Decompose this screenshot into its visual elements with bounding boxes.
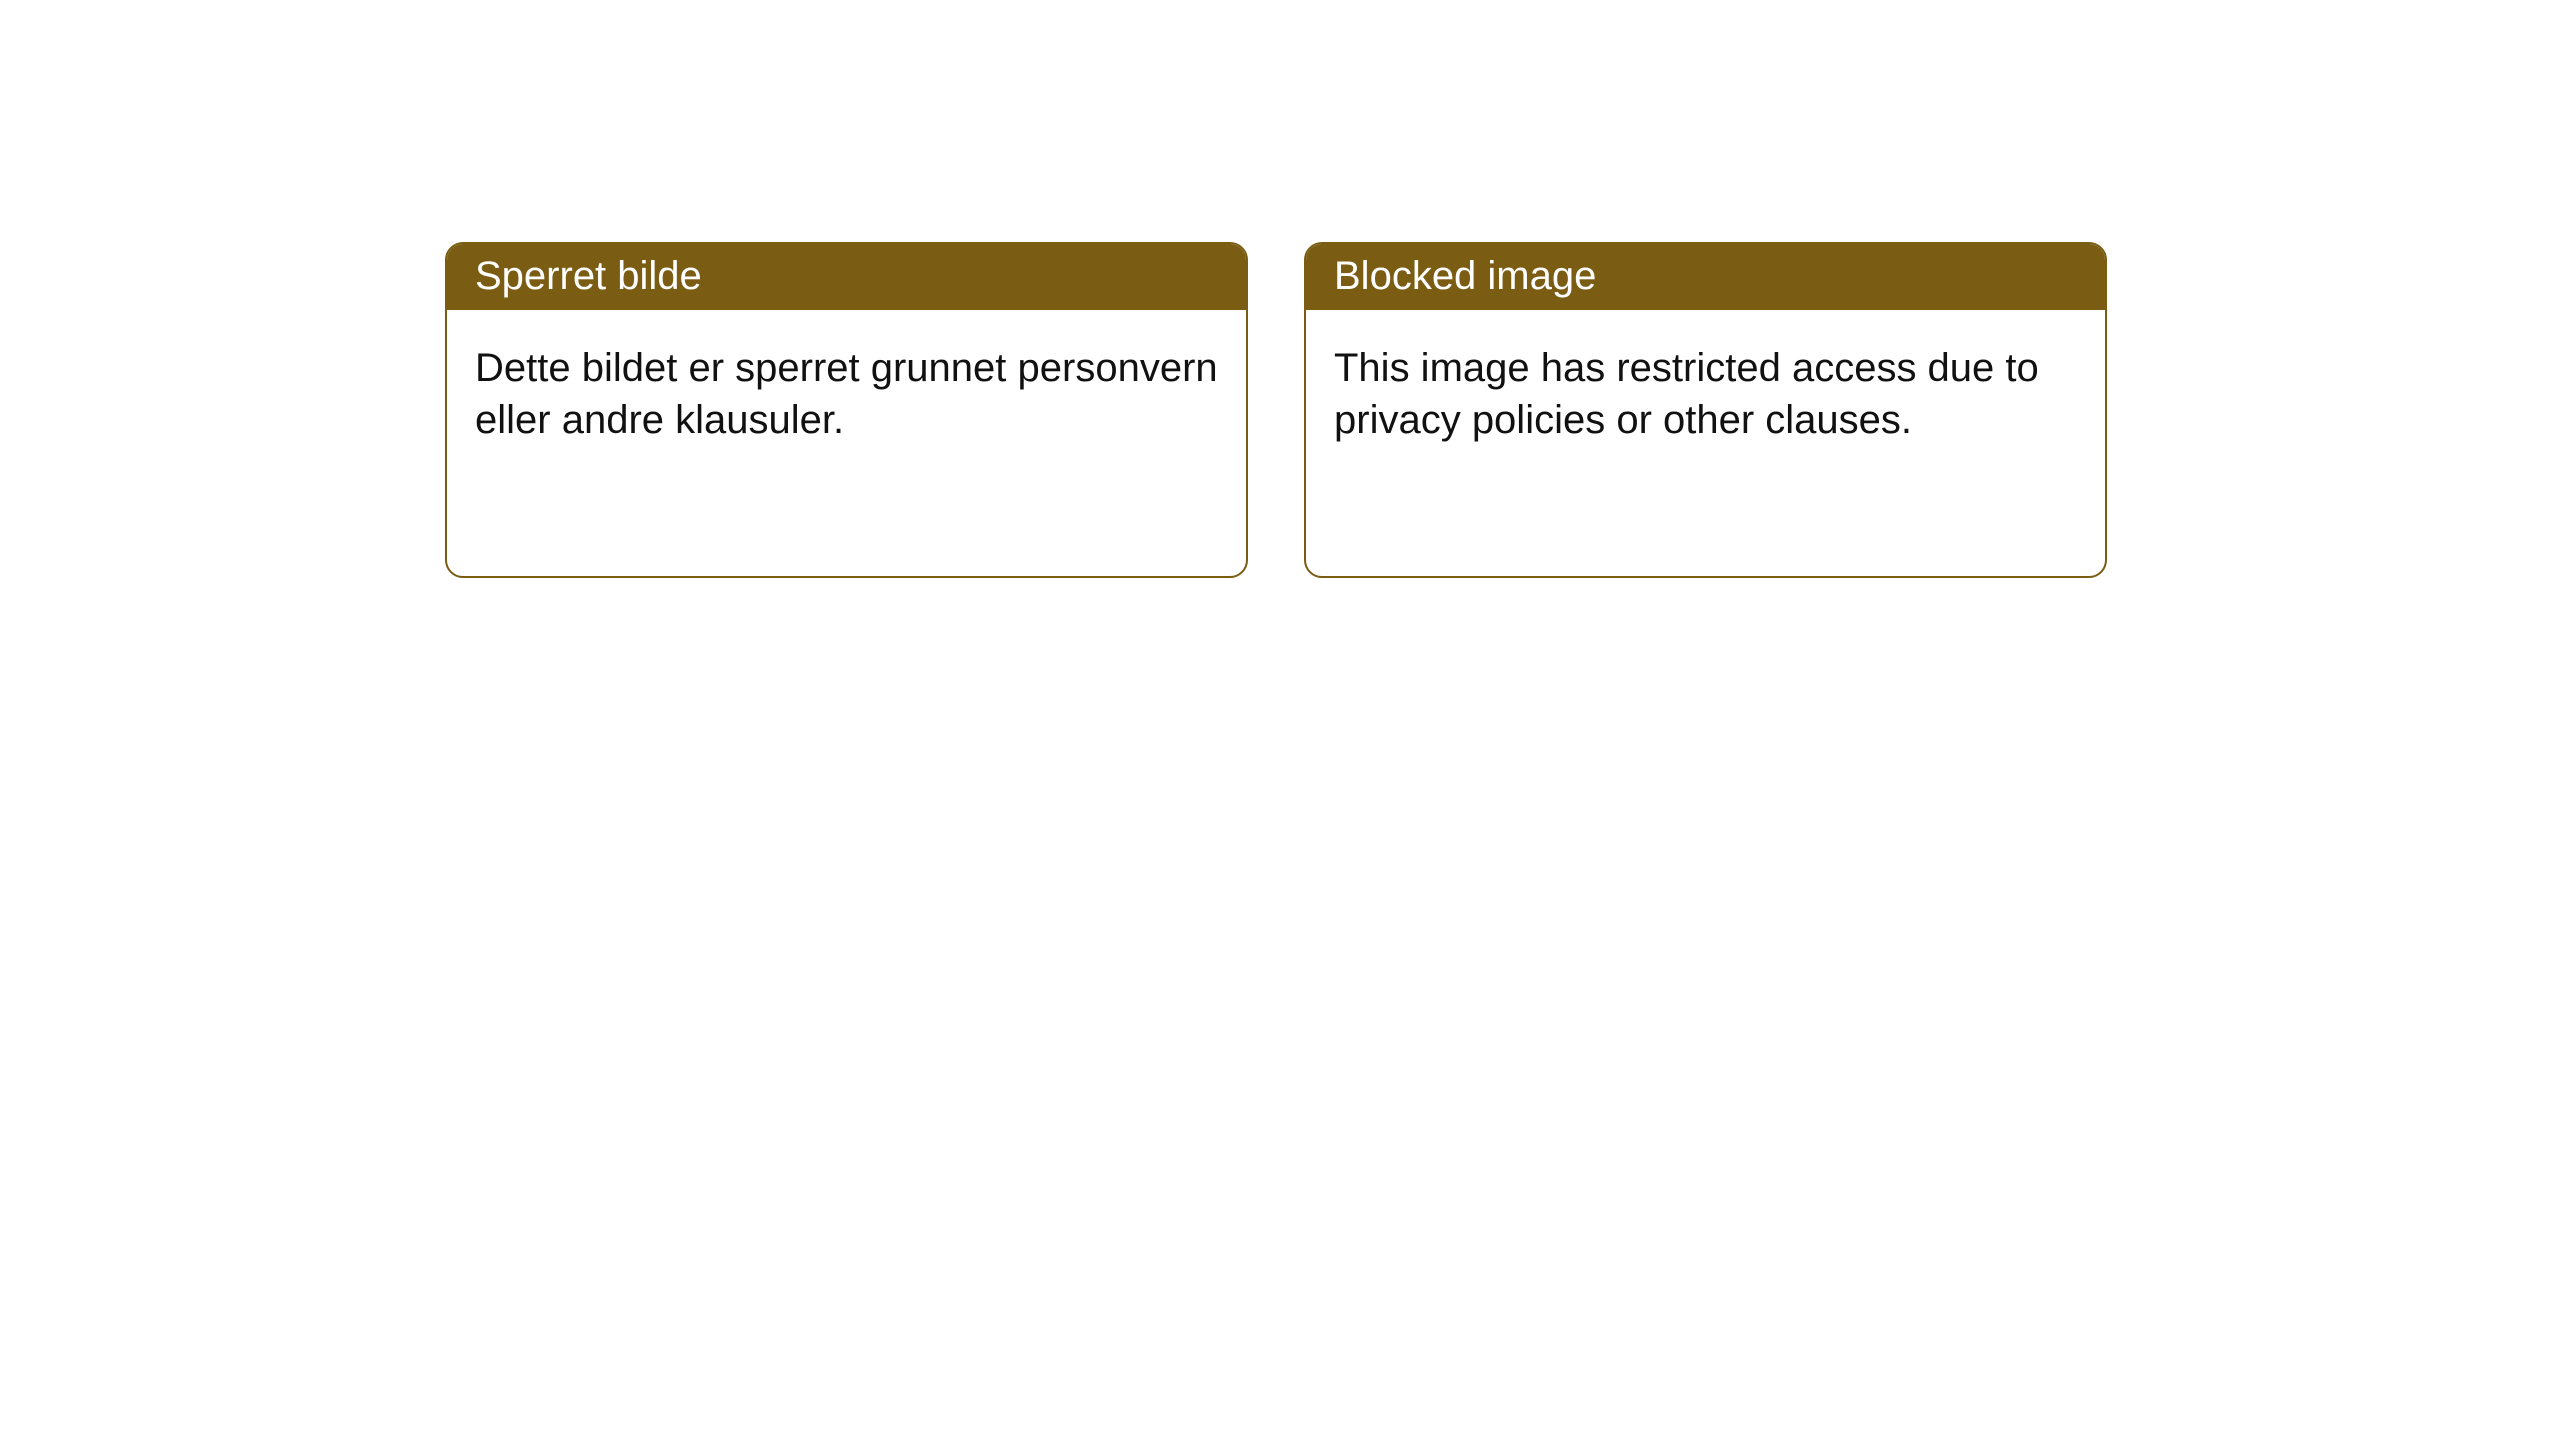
notice-box-right: Blocked image This image has restricted … xyxy=(1304,242,2107,578)
notice-box-left: Sperret bilde Dette bildet er sperret gr… xyxy=(445,242,1248,578)
notice-header-right: Blocked image xyxy=(1306,244,2105,310)
notice-body-left: Dette bildet er sperret grunnet personve… xyxy=(447,310,1246,478)
notice-body-right: This image has restricted access due to … xyxy=(1306,310,2105,478)
notice-container: Sperret bilde Dette bildet er sperret gr… xyxy=(0,0,2560,578)
notice-header-left: Sperret bilde xyxy=(447,244,1246,310)
